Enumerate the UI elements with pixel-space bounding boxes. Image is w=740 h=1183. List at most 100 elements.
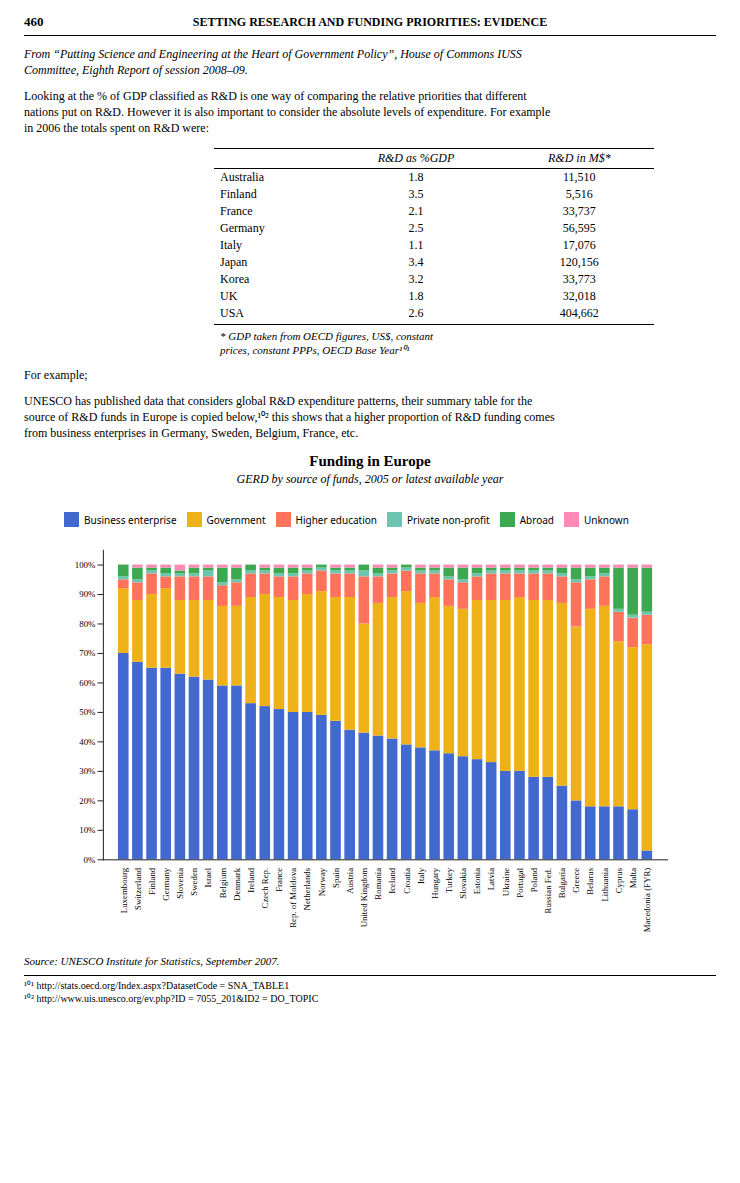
svg-text:Iceland: Iceland (387, 867, 397, 894)
html-text:Italy: Italy (220, 238, 242, 252)
svg-text:Greece: Greece (571, 868, 581, 893)
html-text:Unknown: Unknown (584, 512, 629, 527)
svg-text:Portugal: Portugal (515, 867, 525, 897)
svg-text:Hungary: Hungary (430, 867, 440, 898)
svg-text:Latvia: Latvia (486, 868, 496, 891)
html-text:33,773: 33,773 (562, 272, 596, 286)
svg-text:Russian Fed.: Russian Fed. (543, 868, 553, 914)
html-text:5,516: 5,516 (565, 187, 593, 201)
svg-text:50%: 50% (79, 707, 96, 717)
svg-text:Belgium: Belgium (218, 868, 228, 899)
html-text:Higher education: Higher education (295, 512, 377, 527)
html-text:33,737: 33,737 (562, 204, 596, 218)
html-text:in 2006 the totals spent on R&: in 2006 the totals spent on R&D were: (24, 121, 209, 135)
html-text:Germany: Germany (220, 221, 265, 235)
svg-text:40%: 40% (79, 737, 96, 747)
html-text:120,156: 120,156 (559, 255, 599, 269)
html-text:For example;: For example; (24, 368, 88, 382)
svg-text:Macedonia (FYR): Macedonia (FYR) (642, 868, 652, 933)
svg-text:Rep. of Moldova: Rep. of Moldova (288, 868, 298, 928)
html-text:1.1: 1.1 (408, 238, 424, 252)
html-text:From “Putting Science and Engi: From “Putting Science and Engineering at… (24, 47, 522, 61)
svg-text:10%: 10% (79, 825, 96, 835)
html-text:UNESCO has published data that: UNESCO has published data that considers… (24, 394, 533, 408)
svg-text:Germany: Germany (161, 867, 171, 900)
svg-text:Denmark: Denmark (232, 867, 242, 900)
svg-text:Ireland: Ireland (246, 867, 256, 893)
html-text:Government: Government (206, 512, 266, 527)
html-text:1.8: 1.8 (408, 289, 424, 303)
svg-text:Czech Rep.: Czech Rep. (260, 868, 270, 909)
svg-text:Sweden: Sweden (189, 867, 199, 896)
html-text:2.1: 2.1 (408, 204, 424, 218)
svg-text:Italy: Italy (416, 867, 426, 884)
svg-text:Cyprus: Cyprus (614, 867, 624, 893)
svg-text:Croatia: Croatia (402, 868, 412, 894)
svg-text:Belarus: Belarus (585, 867, 595, 895)
html-text:3.2: 3.2 (408, 272, 424, 286)
html-text:Japan: Japan (220, 255, 248, 269)
html-text:prices, constant PPPs, OECD Ba: prices, constant PPPs, OECD Base Year¹⁰¹ (220, 344, 410, 356)
svg-text:80%: 80% (79, 619, 96, 629)
html-text:32,018: 32,018 (562, 289, 596, 303)
html-text:nations put on R&D. However it: nations put on R&D. However it is also i… (24, 105, 551, 119)
html-text:2.5: 2.5 (408, 221, 424, 235)
html-text:Abroad: Abroad (519, 512, 554, 527)
svg-text:20%: 20% (79, 796, 96, 806)
svg-text:Ukraine: Ukraine (501, 868, 511, 897)
svg-text:Lithuania: Lithuania (600, 868, 610, 902)
svg-text:Switzerland: Switzerland (133, 867, 143, 910)
svg-text:100%: 100% (75, 560, 96, 570)
html-text:3.4: 3.4 (408, 255, 424, 269)
svg-text:Estonia: Estonia (472, 868, 482, 895)
svg-text:Norway: Norway (317, 867, 327, 896)
html-text:Committee, Eighth Report of se: Committee, Eighth Report of session 2008… (24, 63, 248, 77)
svg-text:90%: 90% (79, 589, 96, 599)
svg-text:Romania: Romania (373, 868, 383, 900)
html-text:R&D as %GDP: R&D as %GDP (377, 151, 455, 165)
svg-text:Malta: Malta (628, 868, 638, 889)
svg-text:Turkey: Turkey (444, 867, 454, 893)
html-text:460: 460 (24, 14, 44, 29)
html-text:Looking at the % of GDP classi: Looking at the % of GDP classified as R&… (24, 89, 527, 103)
html-text:SETTING RESEARCH AND FUNDING P: SETTING RESEARCH AND FUNDING PRIORITIES:… (192, 15, 548, 29)
html-text:56,595: 56,595 (562, 221, 596, 235)
svg-text:Slovenia: Slovenia (175, 868, 185, 899)
html-text:2.6: 2.6 (408, 306, 424, 320)
svg-text:60%: 60% (79, 678, 96, 688)
html-text:Business enterprise: Business enterprise (84, 512, 177, 527)
svg-text:Poland: Poland (529, 867, 539, 892)
html-text:3.5: 3.5 (408, 187, 424, 201)
html-text:USA: USA (220, 306, 244, 320)
html-text:Funding in Europe: Funding in Europe (309, 453, 431, 469)
html-text:404,662: 404,662 (559, 306, 599, 320)
html-text:11,510: 11,510 (563, 170, 596, 184)
svg-text:France: France (274, 868, 284, 892)
svg-text:Israel: Israel (203, 867, 213, 887)
svg-text:Bulgaria: Bulgaria (557, 868, 567, 898)
html-text:Australia: Australia (220, 170, 264, 184)
html-text:France: France (220, 204, 253, 218)
html-text:Korea: Korea (220, 272, 250, 286)
html-text:Finland: Finland (220, 187, 257, 201)
svg-text:0%: 0% (84, 855, 96, 865)
html-text:source of R&D funds in Europe: source of R&D funds in Europe is copied … (24, 410, 555, 424)
html-text:R&D in M$*: R&D in M$* (548, 151, 611, 165)
html-text:from business enterprises in G: from business enterprises in Germany, Sw… (24, 426, 359, 440)
html-text:GERD by source of funds, 2005: GERD by source of funds, 2005 or latest … (236, 472, 504, 486)
html-text:Source: UNESCO Institute for S: Source: UNESCO Institute for Statistics,… (24, 955, 280, 967)
svg-text:Austria: Austria (345, 868, 355, 894)
svg-text:Spain: Spain (331, 867, 341, 888)
svg-text:United Kingdom: United Kingdom (359, 868, 369, 928)
svg-text:70%: 70% (79, 648, 96, 658)
html-text:UK: UK (220, 289, 238, 303)
html-text:17,076: 17,076 (562, 238, 596, 252)
svg-text:Luxembourg: Luxembourg (119, 867, 129, 913)
svg-text:Slovakia: Slovakia (458, 868, 468, 899)
html-text:1.8: 1.8 (408, 170, 424, 184)
svg-text:Finland: Finland (147, 867, 157, 895)
svg-text:Netherlands: Netherlands (302, 867, 312, 910)
svg-text:30%: 30% (79, 766, 96, 776)
html-text:Private non-profit: Private non-profit (407, 512, 490, 527)
html-text:* GDP taken from OECD figures,: * GDP taken from OECD figures, US$, cons… (220, 330, 434, 342)
